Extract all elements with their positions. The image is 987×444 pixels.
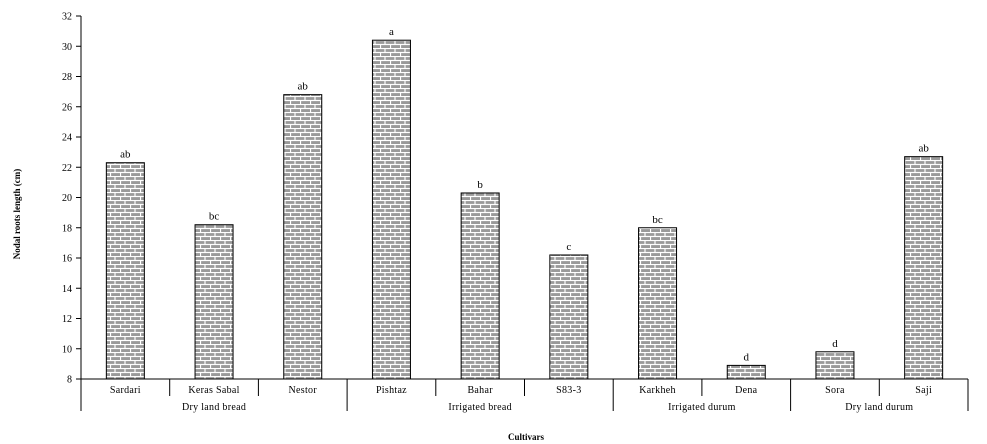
y-tick-label: 10 xyxy=(62,344,72,355)
bar xyxy=(283,94,323,380)
bar xyxy=(638,227,678,380)
y-tick-label: 20 xyxy=(62,193,72,204)
x-tick-label: Keras Sabal xyxy=(188,385,239,396)
y-tick-label: 32 xyxy=(62,12,72,23)
bar-data-label: bc xyxy=(209,211,220,223)
x-tick-label: Bahar xyxy=(467,385,493,396)
bar-data-label: a xyxy=(389,26,394,38)
y-tick-label: 30 xyxy=(62,42,72,53)
group-label: Dry land durum xyxy=(845,402,913,413)
x-tick-label: Sora xyxy=(825,385,845,396)
bar xyxy=(460,192,500,380)
y-tick-label: 16 xyxy=(62,254,72,265)
bar-data-label: d xyxy=(744,351,750,363)
group-label: Irrigated durum xyxy=(668,402,736,413)
y-tick-label: 12 xyxy=(62,314,72,325)
group-label: Irrigated bread xyxy=(448,402,512,413)
y-tick-label: 22 xyxy=(62,163,72,174)
bar-data-label: ab xyxy=(918,143,929,155)
x-axis: Sardari Keras Sabal Nestor Pishtaz Bahar S83-… xyxy=(80,378,969,413)
bar xyxy=(105,162,145,380)
y-tick-label: 24 xyxy=(62,133,72,144)
bar-data-label: bc xyxy=(652,214,663,226)
x-tick-label: Sardari xyxy=(110,385,141,396)
y-tick-label: 26 xyxy=(62,102,72,113)
x-tick-label: S83-3 xyxy=(556,385,581,396)
bar xyxy=(194,224,234,380)
bar xyxy=(726,364,766,380)
bar xyxy=(904,156,944,380)
bar-data-label: c xyxy=(566,241,571,253)
bar-data-label: d xyxy=(832,338,838,350)
x-tick-label: Dena xyxy=(735,385,758,396)
x-tick-label: Pishtaz xyxy=(376,385,407,396)
bar xyxy=(549,254,589,380)
bar-data-label: ab xyxy=(120,149,131,161)
bar-data-label: ab xyxy=(298,81,309,93)
group-label: Dry land bread xyxy=(182,402,246,413)
x-tick-label: Nestor xyxy=(289,385,318,396)
x-tick-label: Karkheh xyxy=(639,385,676,396)
x-tick-label: Saji xyxy=(915,385,932,396)
y-tick-label: 28 xyxy=(62,72,72,83)
bar-data-label: b xyxy=(477,179,483,191)
y-axis-label: Nodal roots length (cm) xyxy=(12,169,22,260)
y-tick-label: 18 xyxy=(62,223,72,234)
y-tick-label: 8 xyxy=(67,375,72,386)
bar xyxy=(815,351,855,380)
x-axis-label: Cultivars xyxy=(508,432,544,442)
y-axis: 8 10 12 14 16 18 20 22 24 26 28 30 32 xyxy=(62,12,82,386)
bar xyxy=(371,39,411,380)
y-tick-label: 14 xyxy=(62,284,72,295)
